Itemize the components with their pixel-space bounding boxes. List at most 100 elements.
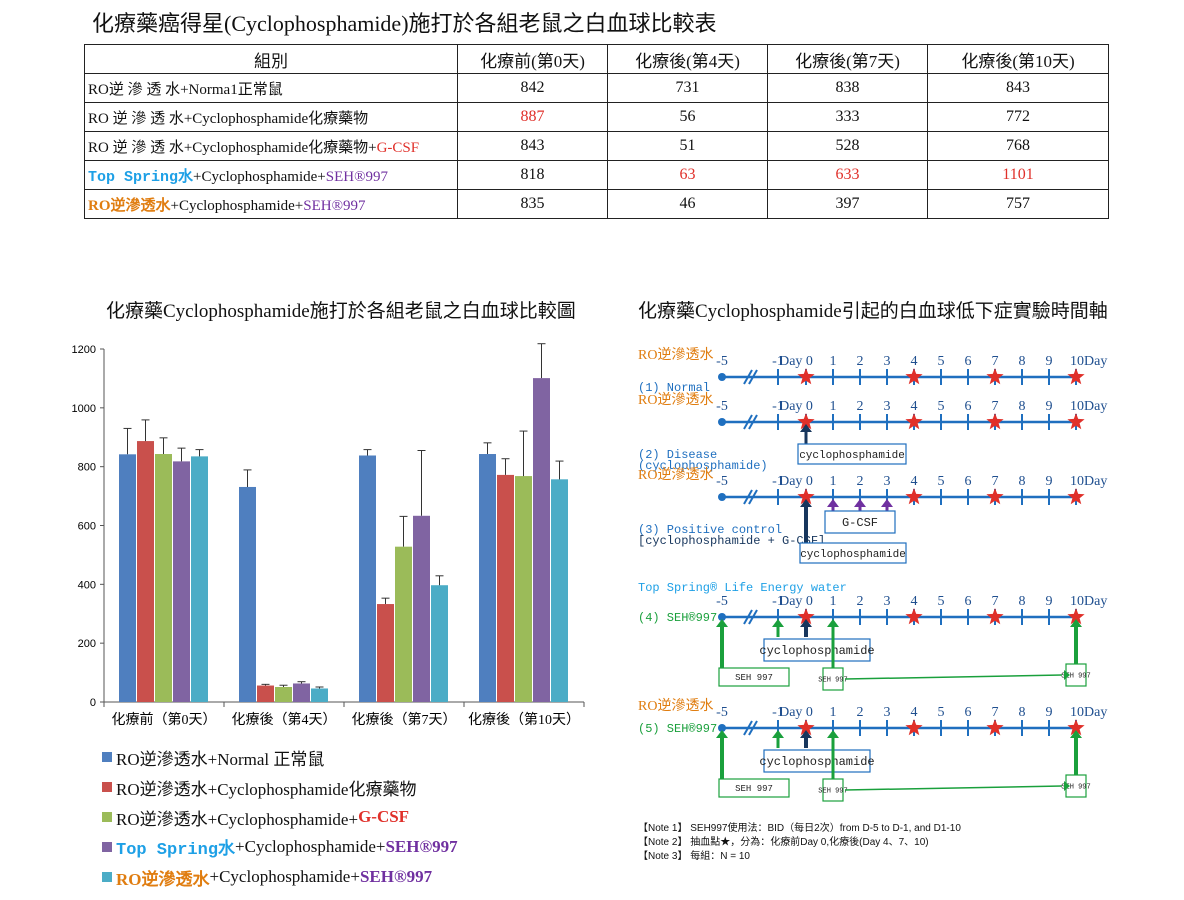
timeline-tick-label: 7 (992, 399, 999, 414)
table-cell: 63 (607, 160, 768, 190)
blood-draw-star-icon (1067, 368, 1085, 385)
bar-chart: 0 200 400 600 800 1000 1200 化療前（第0天） 化療後（第4天） 化療後… (72, 343, 585, 728)
bar (275, 686, 292, 702)
timeline-tick-label: 10Day (1070, 705, 1107, 720)
table-cell: 51 (607, 131, 768, 161)
seh-small-box-label: SEH 997 (1061, 672, 1090, 680)
legend-item: Top Spring水 +Cyclophosphamide+ SEH®997 (102, 832, 458, 862)
timeline-tick-label: 2 (857, 705, 864, 720)
table-row: RO逆滲透水+Cyclophosphamide+SEH®997 835 46 3… (84, 189, 1109, 219)
seh-arrow-head (716, 619, 728, 627)
bar (239, 486, 256, 702)
bar (257, 685, 274, 702)
break-mark (743, 414, 753, 430)
cyclophosphamide-arrow-head (800, 619, 812, 627)
y-tick-label: 0 (90, 697, 96, 709)
timeline-tick-label: Day 0 (779, 594, 813, 609)
timeline-tick-label: 6 (965, 594, 972, 609)
blood-draw-star-icon (797, 719, 815, 736)
cyclophosphamide-arrow-head (800, 499, 812, 507)
row-label-text: RO逆 滲 透 水+Norma1正常鼠 (88, 81, 283, 98)
x-tick-label: 化療後（第4天） (232, 711, 337, 728)
timeline-tick-label: 8 (1019, 474, 1026, 489)
group-water-label: RO逆滲透水 (638, 392, 713, 408)
cyclophosphamide-box (763, 749, 871, 773)
timeline-tick-label: 6 (965, 474, 972, 489)
bar (137, 441, 154, 702)
row-label-topspring: Top Spring水 (88, 168, 194, 186)
timeline-tick-label: 10Day (1070, 354, 1107, 369)
timeline-tick-label: -5 (716, 594, 728, 609)
seh-span-head (1064, 670, 1070, 680)
timeline-tick-label: 8 (1019, 399, 1026, 414)
y-tick-label: 1000 (72, 403, 96, 415)
row-label-text: RO 逆 滲 透 水+Cyclophosphamide化療藥物 (88, 110, 369, 127)
seh-box (718, 667, 790, 687)
table-row: RO逆 滲 透 水+Norma1正常鼠 842 731 838 843 (84, 73, 1109, 103)
legend-item: RO逆滲透水+Cyclophosphamide化療藥物 (102, 772, 458, 802)
y-tick-label: 400 (78, 579, 96, 591)
blood-draw-star-icon (1067, 608, 1085, 625)
timeline-tick-label: 6 (965, 705, 972, 720)
timeline-tick-label: 4 (911, 399, 918, 414)
timeline-tick-label: 5 (938, 354, 945, 369)
timeline-tick-label: 10Day (1070, 399, 1107, 414)
bar (119, 454, 136, 702)
wbc-table: 組別 化療前(第0天) 化療後(第4天) 化療後(第7天) 化療後(第10天) … (84, 44, 1109, 219)
seh-arrow-head (827, 619, 839, 627)
timeline-tick-label: 5 (938, 594, 945, 609)
y-tick-label: 1200 (72, 344, 96, 356)
timeline-tick-label: 3 (884, 474, 891, 489)
bar (515, 476, 532, 702)
table-cell: 772 (927, 102, 1109, 132)
group-label-sub: (cyclophosphamide) (638, 459, 768, 473)
blood-draw-star-icon (905, 488, 923, 505)
blood-draw-star-icon (905, 368, 923, 385)
x-tick-label: 化療後（第7天） (352, 711, 457, 728)
seh-small-box (822, 778, 844, 802)
group-water-label: RO逆滲透水 (638, 347, 713, 363)
note-3: 【Note 3】 每組：N = 10 (638, 851, 750, 862)
gcsf-arrow-head (827, 499, 839, 507)
timeline-tick-label: 5 (938, 705, 945, 720)
bar (497, 474, 514, 702)
timeline-tick-label: -1 (772, 594, 784, 609)
cyclophosphamide-arrow-head (800, 424, 812, 432)
cyclophosphamide-box (799, 542, 907, 564)
header-day0: 化療前(第0天) (457, 44, 608, 74)
legend-swatch (102, 752, 112, 762)
group-water-label: RO逆滲透水 (638, 698, 713, 714)
table-cell: 843 (457, 131, 608, 161)
timeline-tick-label: 4 (911, 354, 918, 369)
table-cell: 333 (767, 102, 928, 132)
cyclophosphamide-box (797, 443, 907, 465)
timeline-start-dot (718, 418, 726, 426)
group-label: (1) Normal (638, 381, 710, 395)
blood-draw-star-icon (1067, 413, 1085, 430)
seh-box-label: SEH 997 (735, 784, 773, 794)
table-cell: 528 (767, 131, 928, 161)
timeline-tick-label: 9 (1046, 594, 1053, 609)
legend-label-seh: SEH®997 (359, 867, 433, 886)
group-label: (5) SEH®997 (638, 722, 717, 736)
timeline-tick-label: 4 (911, 474, 918, 489)
bar (359, 455, 376, 702)
timeline-tick-label: 9 (1046, 705, 1053, 720)
blood-draw-star-icon (797, 488, 815, 505)
seh-arrow-head (1070, 730, 1082, 738)
table-cell: 46 (607, 189, 768, 219)
table-cell: 731 (607, 73, 768, 103)
row-label: Top Spring水+Cyclophosphamide+SEH®997 (84, 160, 458, 190)
timeline-tick-label: 5 (938, 474, 945, 489)
seh-small-box-label: SEH 997 (818, 787, 847, 795)
blood-draw-star-icon (905, 719, 923, 736)
timeline-tick-label: Day 0 (779, 705, 813, 720)
table-cell: 768 (927, 131, 1109, 161)
blood-draw-star-icon (1067, 719, 1085, 736)
cyclophosphamide-box-label: cyclophosphamide (759, 755, 874, 769)
timeline-tick-label: 1 (830, 354, 837, 369)
timeline-tick-label: 8 (1019, 354, 1026, 369)
seh-span-line (844, 674, 1063, 680)
legend-label-gcsf: G-CSF (358, 807, 410, 826)
seh-arrow-head (1070, 619, 1082, 627)
